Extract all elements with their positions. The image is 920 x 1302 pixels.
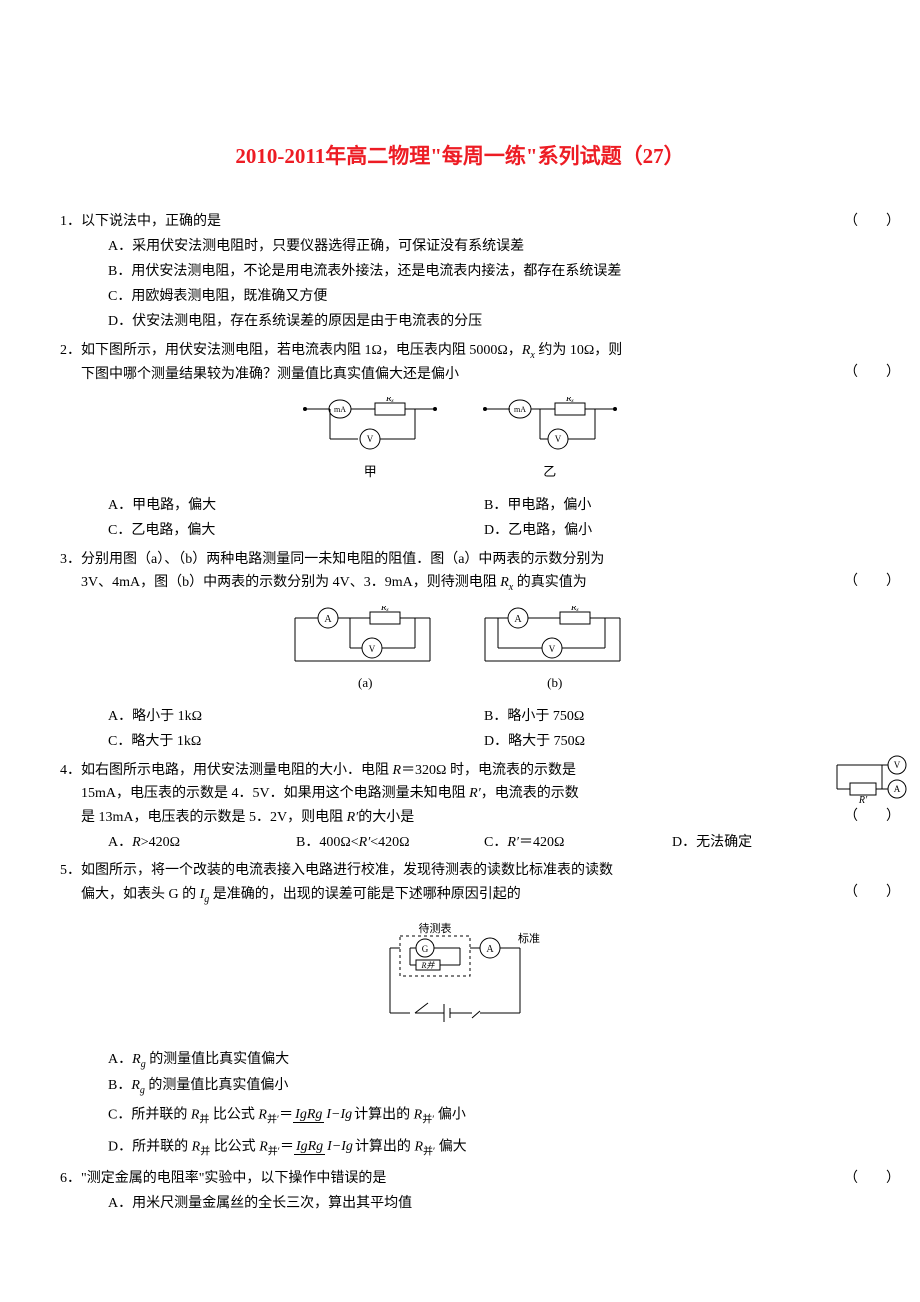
q2-text: 如下图所示，用伏安法测电阻，若电流表内阻 1Ω，电压表内阻 5000Ω，Rx 约… bbox=[81, 339, 860, 388]
q5-opt-d: D．所并联的 R并 比公式 R并′＝IgRgI−Ig计算出的 R并′ 偏大 bbox=[108, 1132, 860, 1163]
svg-text:Rₓ: Rₓ bbox=[385, 397, 394, 403]
question-4: 4． 如右图所示电路，用伏安法测量电阻的大小．电阻 R＝320Ω 时，电流表的示… bbox=[60, 759, 860, 856]
q1-opt-c: C．用欧姆表测电阻，既准确又方便 bbox=[108, 284, 860, 309]
question-1: 1． 以下说法中，正确的是 （ ） A．采用伏安法测电阻时，只要仪器选得正确，可… bbox=[60, 210, 860, 335]
q3-opt-d: D．略大于 750Ω bbox=[484, 729, 860, 754]
q4-opt-d: D．无法确定 bbox=[672, 830, 860, 855]
q2-opt-b: B．甲电路，偏小 bbox=[484, 493, 860, 518]
svg-text:G: G bbox=[422, 944, 429, 954]
svg-text:Rₓ: Rₓ bbox=[565, 397, 574, 403]
question-2: 2． 如下图所示，用伏安法测电阻，若电流表内阻 1Ω，电压表内阻 5000Ω，R… bbox=[60, 339, 860, 544]
fig-label-jia: 甲 bbox=[300, 461, 440, 483]
q4-num: 4． bbox=[60, 759, 81, 830]
q3-opt-b: B．略小于 750Ω bbox=[484, 704, 860, 729]
answer-blank: （ ） bbox=[844, 1167, 900, 1191]
q1-opt-b: B．用伏安法测电阻，不论是用电流表外接法，还是电流表内接法，都存在系统误差 bbox=[108, 259, 860, 284]
svg-text:R并: R并 bbox=[421, 961, 436, 970]
q3-opt-c: C．略大于 1kΩ bbox=[108, 729, 484, 754]
svg-text:V: V bbox=[555, 434, 562, 444]
svg-text:Rₓ: Rₓ bbox=[570, 606, 579, 612]
q5-num: 5． bbox=[60, 859, 81, 908]
svg-text:mA: mA bbox=[334, 405, 346, 414]
q2-figure: mA Rₓ V 甲 bbox=[60, 397, 860, 483]
q3-figure: A Rₓ V (a) bbox=[60, 606, 860, 694]
q2-opt-c: C．乙电路，偏大 bbox=[108, 518, 484, 543]
q2-opt-d: D．乙电路，偏小 bbox=[484, 518, 860, 543]
q4-figure: V A R′ bbox=[832, 755, 910, 814]
svg-text:R′: R′ bbox=[858, 795, 868, 805]
q1-text: 以下说法中，正确的是 bbox=[81, 210, 860, 234]
q6-num: 6． bbox=[60, 1167, 81, 1191]
answer-blank: （ ） bbox=[844, 570, 900, 594]
question-5: 5． 如图所示，将一个改装的电流表接入电路进行校准，发现待测表的读数比标准表的读… bbox=[60, 859, 860, 1163]
fig-label-a: (a) bbox=[290, 672, 440, 694]
answer-blank: （ ） bbox=[844, 881, 900, 905]
q3-opt-a: A．略小于 1kΩ bbox=[108, 704, 484, 729]
q4-opt-c: C．R′＝420Ω bbox=[484, 830, 672, 855]
svg-text:A: A bbox=[486, 944, 494, 955]
answer-blank: （ ） bbox=[844, 210, 900, 234]
q3-text: 分别用图（a）、（b）两种电路测量同一未知电阻的阻值．图（a）中两表的示数分别为… bbox=[81, 548, 860, 597]
q1-num: 1． bbox=[60, 210, 81, 234]
answer-blank: （ ） bbox=[844, 361, 900, 385]
fig-label-yi: 乙 bbox=[480, 461, 620, 483]
q4-opt-a: A．R>420Ω bbox=[108, 830, 296, 855]
q3-num: 3． bbox=[60, 548, 81, 597]
svg-text:A: A bbox=[325, 614, 333, 625]
q2-opt-a: A．甲电路，偏大 bbox=[108, 493, 484, 518]
svg-text:mA: mA bbox=[514, 405, 526, 414]
q5-figure: 待测表 标准表 G R并 A bbox=[60, 918, 860, 1037]
question-6: 6． "测定金属的电阻率"实验中，以下操作中错误的是 （ ） A．用米尺测量金属… bbox=[60, 1167, 860, 1216]
svg-text:待测表: 待测表 bbox=[419, 921, 452, 935]
q5-opt-c: C．所并联的 R并 比公式 R并′＝IgRgI−Ig计算出的 R并′ 偏小 bbox=[108, 1100, 860, 1131]
svg-text:V: V bbox=[894, 760, 901, 770]
q5-opt-b: B．Rg 的测量值比真实值偏小 bbox=[108, 1073, 860, 1100]
svg-text:V: V bbox=[369, 644, 376, 654]
q6-opt-a: A．用米尺测量金属丝的全长三次，算出其平均值 bbox=[108, 1191, 860, 1216]
q4-opt-b: B．400Ω<R′<420Ω bbox=[296, 830, 484, 855]
svg-text:A: A bbox=[894, 784, 901, 794]
fig-label-b: (b) bbox=[480, 672, 630, 694]
question-3: 3． 分别用图（a）、（b）两种电路测量同一未知电阻的阻值．图（a）中两表的示数… bbox=[60, 548, 860, 755]
svg-text:Rₓ: Rₓ bbox=[380, 606, 389, 612]
page-title: 2010-2011年高二物理"每周一练"系列试题（27） bbox=[60, 140, 860, 170]
q1-opt-a: A．采用伏安法测电阻时，只要仪器选得正确，可保证没有系统误差 bbox=[108, 234, 860, 259]
q4-text: 如右图所示电路，用伏安法测量电阻的大小．电阻 R＝320Ω 时，电流表的示数是 … bbox=[81, 759, 860, 830]
q5-opt-a: A．Rg 的测量值比真实值偏大 bbox=[108, 1047, 860, 1074]
q5-text: 如图所示，将一个改装的电流表接入电路进行校准，发现待测表的读数比标准表的读数 偏… bbox=[81, 859, 860, 908]
svg-text:A: A bbox=[514, 614, 522, 625]
q6-text: "测定金属的电阻率"实验中，以下操作中错误的是 bbox=[81, 1167, 860, 1191]
svg-text:V: V bbox=[367, 434, 374, 444]
q2-num: 2． bbox=[60, 339, 81, 388]
svg-text:标准表: 标准表 bbox=[518, 931, 540, 945]
svg-text:V: V bbox=[549, 644, 556, 654]
q1-opt-d: D．伏安法测电阻，存在系统误差的原因是由于电流表的分压 bbox=[108, 309, 860, 334]
